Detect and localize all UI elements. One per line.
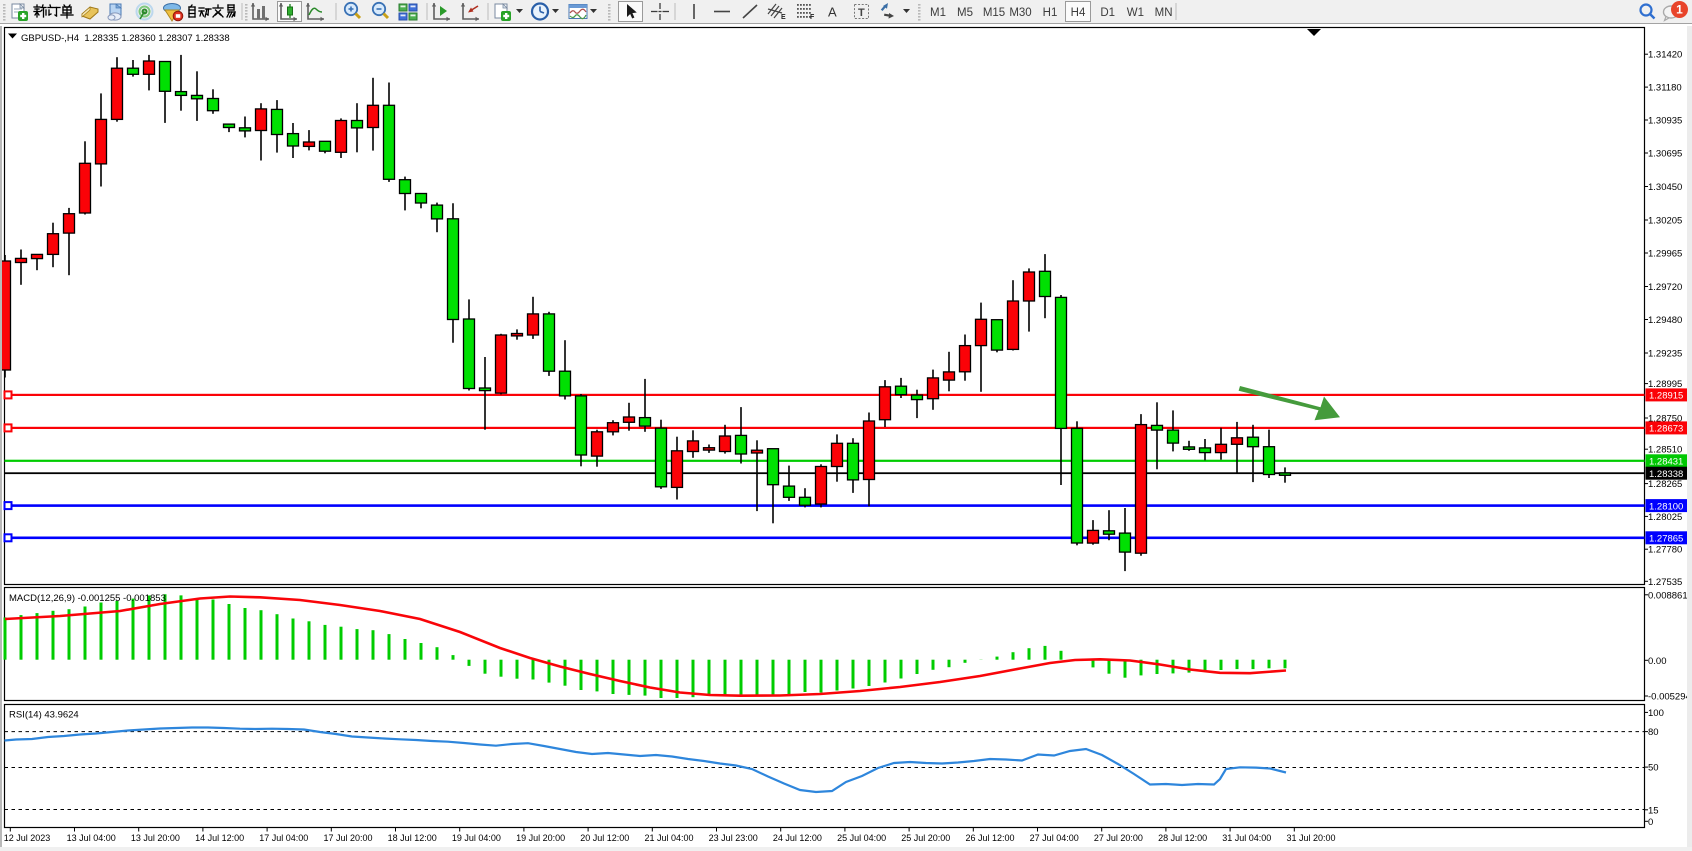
- svg-text:1: 1: [1676, 3, 1683, 17]
- svg-text:12 Jul 2023: 12 Jul 2023: [4, 833, 51, 843]
- svg-text:1.28431: 1.28431: [1649, 457, 1683, 468]
- svg-text:A: A: [828, 5, 837, 20]
- svg-text:1.28673: 1.28673: [1649, 424, 1683, 435]
- svg-text:1.27865: 1.27865: [1649, 534, 1683, 545]
- svg-text:0: 0: [1648, 817, 1653, 828]
- svg-text:1.29480: 1.29480: [1648, 315, 1682, 326]
- svg-text:13 Jul 20:00: 13 Jul 20:00: [131, 833, 180, 843]
- svg-text:1.30695: 1.30695: [1648, 149, 1682, 160]
- svg-text:31 Jul 04:00: 31 Jul 04:00: [1222, 833, 1271, 843]
- svg-text:25 Jul 04:00: 25 Jul 04:00: [837, 833, 886, 843]
- svg-text:1.29965: 1.29965: [1648, 249, 1682, 260]
- svg-text:M15: M15: [983, 7, 1005, 19]
- svg-text:M30: M30: [1009, 7, 1031, 19]
- svg-text:W1: W1: [1127, 7, 1144, 19]
- svg-text:15: 15: [1648, 805, 1659, 816]
- svg-text:27 Jul 20:00: 27 Jul 20:00: [1094, 833, 1143, 843]
- svg-text:1.28100: 1.28100: [1649, 501, 1683, 512]
- svg-text:E: E: [781, 14, 786, 21]
- svg-text:1.28510: 1.28510: [1648, 445, 1682, 456]
- svg-text:1.28265: 1.28265: [1648, 479, 1682, 490]
- svg-text:0.008861: 0.008861: [1648, 590, 1688, 601]
- svg-text:14 Jul 12:00: 14 Jul 12:00: [195, 833, 244, 843]
- svg-text:20 Jul 12:00: 20 Jul 12:00: [580, 833, 629, 843]
- svg-text:RSI(14) 43.9624: RSI(14) 43.9624: [9, 710, 79, 721]
- svg-text:1.28338: 1.28338: [1649, 469, 1683, 480]
- svg-text:1.30205: 1.30205: [1648, 216, 1682, 227]
- svg-text:50: 50: [1648, 763, 1659, 774]
- svg-text:M1: M1: [930, 7, 946, 19]
- svg-text:T: T: [858, 7, 865, 19]
- svg-text:80: 80: [1648, 727, 1659, 738]
- svg-text:GBPUSD-,H4 1.28335 1.28360 1.: GBPUSD-,H4 1.28335 1.28360 1.28307 1.283…: [21, 33, 230, 44]
- svg-text:23 Jul 23:00: 23 Jul 23:00: [709, 833, 758, 843]
- svg-text:0.00: 0.00: [1648, 656, 1667, 667]
- svg-text:100: 100: [1648, 708, 1664, 719]
- svg-text:H4: H4: [1071, 7, 1086, 19]
- svg-text:17 Jul 20:00: 17 Jul 20:00: [323, 833, 372, 843]
- svg-text:MN: MN: [1155, 7, 1173, 19]
- svg-text:MACD(12,26,9) -0.001255 -0.001: MACD(12,26,9) -0.001255 -0.001853: [9, 593, 166, 604]
- svg-text:1.30935: 1.30935: [1648, 116, 1682, 127]
- svg-text:1.29720: 1.29720: [1648, 282, 1682, 293]
- svg-text:21 Jul 04:00: 21 Jul 04:00: [644, 833, 693, 843]
- svg-text:H1: H1: [1043, 7, 1058, 19]
- svg-text:13 Jul 04:00: 13 Jul 04:00: [67, 833, 116, 843]
- svg-text:17 Jul 04:00: 17 Jul 04:00: [259, 833, 308, 843]
- svg-text:M5: M5: [957, 7, 973, 19]
- svg-text:1.31180: 1.31180: [1648, 83, 1682, 94]
- svg-text:28 Jul 12:00: 28 Jul 12:00: [1158, 833, 1207, 843]
- svg-text:1.28025: 1.28025: [1648, 512, 1682, 523]
- svg-text:1.30450: 1.30450: [1648, 182, 1682, 193]
- svg-text:1.28750: 1.28750: [1648, 414, 1682, 425]
- svg-text:1.27535: 1.27535: [1648, 577, 1682, 588]
- svg-text:31 Jul 20:00: 31 Jul 20:00: [1286, 833, 1335, 843]
- svg-text:24 Jul 12:00: 24 Jul 12:00: [773, 833, 822, 843]
- svg-text:1.31420: 1.31420: [1648, 50, 1682, 61]
- svg-text:1.28915: 1.28915: [1649, 391, 1683, 402]
- svg-text:19 Jul 04:00: 19 Jul 04:00: [452, 833, 501, 843]
- svg-text:1.29235: 1.29235: [1648, 349, 1682, 360]
- svg-text:1.28995: 1.28995: [1648, 379, 1682, 390]
- svg-text:-0.005294: -0.005294: [1648, 692, 1691, 703]
- svg-text:F: F: [810, 14, 815, 21]
- svg-text:19 Jul 20:00: 19 Jul 20:00: [516, 833, 565, 843]
- svg-text:1.27780: 1.27780: [1648, 545, 1682, 556]
- svg-text:26 Jul 12:00: 26 Jul 12:00: [965, 833, 1014, 843]
- svg-text:27 Jul 04:00: 27 Jul 04:00: [1030, 833, 1079, 843]
- svg-text:D1: D1: [1100, 7, 1115, 19]
- svg-text:25 Jul 20:00: 25 Jul 20:00: [901, 833, 950, 843]
- svg-text:18 Jul 12:00: 18 Jul 12:00: [388, 833, 437, 843]
